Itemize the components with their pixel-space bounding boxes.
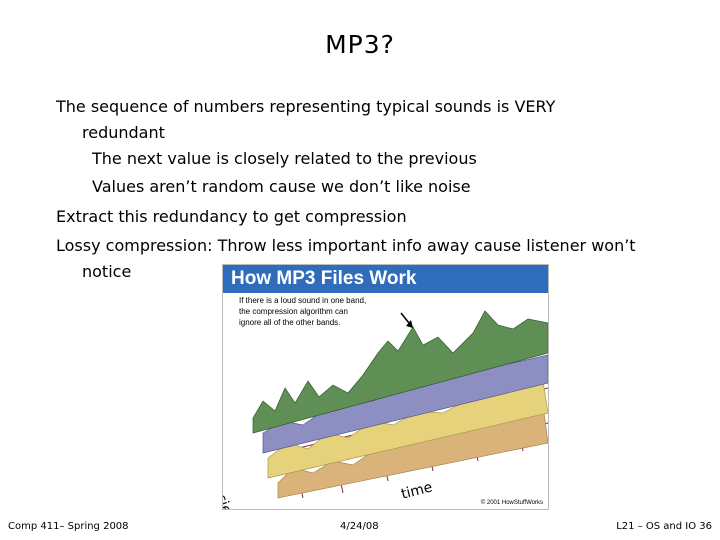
footer-date: 4/24/08	[340, 521, 379, 532]
figure-note-line: the compression algorithm can	[239, 307, 348, 316]
figure-note-line: ignore all of the other bands.	[239, 318, 341, 327]
figure-title: How MP3 Files Work	[231, 268, 417, 289]
band-green	[252, 310, 548, 434]
footer-slide-number: L21 – OS and IO 36	[616, 521, 712, 532]
bullet-text-continued: redundant	[82, 123, 165, 142]
slide-title: MP3?	[325, 30, 395, 59]
bullet-text: Lossy compression: Throw less important …	[56, 236, 636, 255]
bullet-redundant: The sequence of numbers representing typ…	[56, 94, 555, 146]
bullet-extract: Extract this redundancy to get compressi…	[56, 207, 407, 226]
bullet-text-continued: notice	[82, 262, 132, 281]
frequency-bands-illustration	[252, 310, 548, 499]
annotation-arrow	[400, 312, 413, 328]
footer-course: Comp 411– Spring 2008	[8, 521, 129, 532]
figure-note: If there is a loud sound in one band, th…	[239, 295, 399, 328]
figure-header: How MP3 Files Work	[223, 265, 548, 293]
sub-bullet-related: The next value is closely related to the…	[92, 149, 477, 168]
copyright-note: © 2001 HowStuffWorks	[480, 500, 543, 506]
sub-bullet-noise: Values aren’t random cause we don’t like…	[92, 177, 471, 196]
figure-note-line: If there is a loud sound in one band,	[239, 296, 367, 305]
bullet-text: The sequence of numbers representing typ…	[56, 97, 556, 116]
bullet-lossy: Lossy compression: Throw less important …	[56, 233, 636, 285]
mp3-figure: How MP3 Files Work If there is a loud so…	[222, 264, 549, 510]
